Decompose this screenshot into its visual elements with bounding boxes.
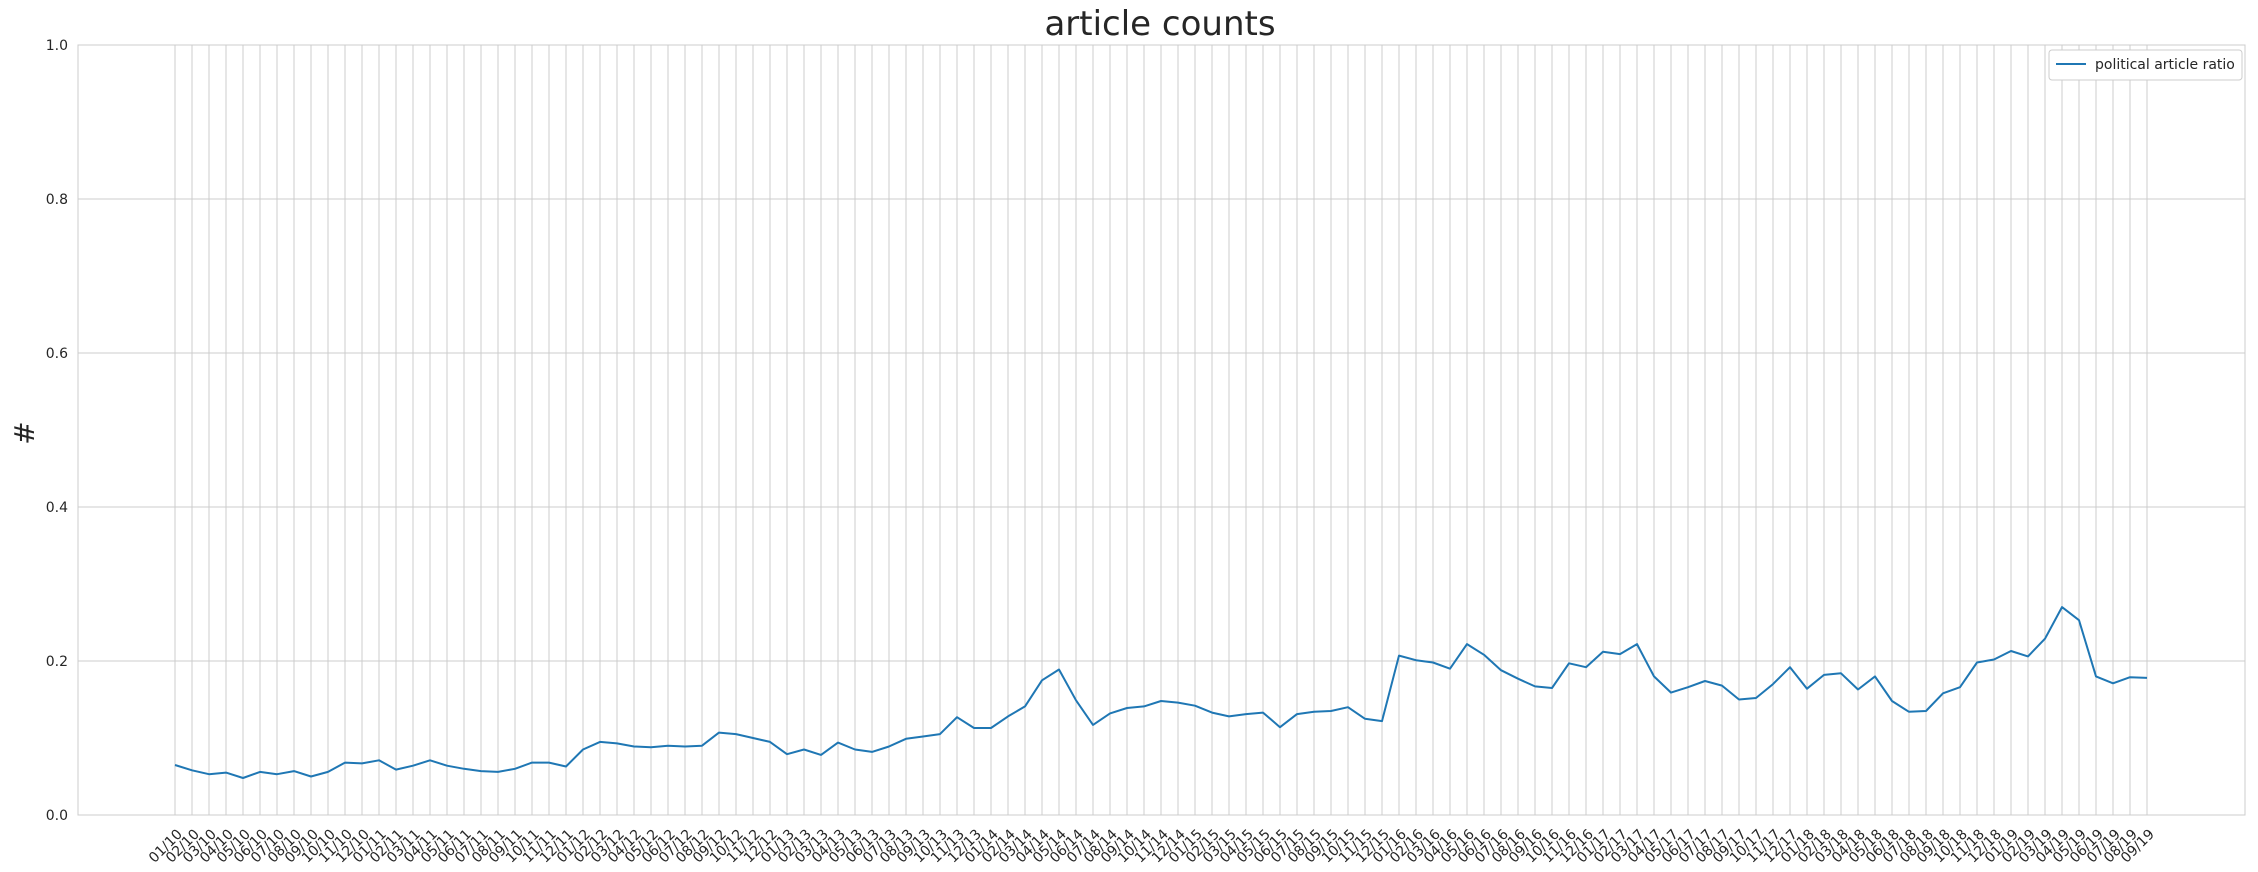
plot-area-border <box>77 44 2246 816</box>
plot-frame <box>77 44 2246 816</box>
y-tick-label: 0.4 <box>46 500 68 516</box>
y-tick-label: 1.0 <box>46 38 68 54</box>
y-tick-labels: 0.0 0.2 0.4 0.6 0.8 1.0 <box>46 38 68 824</box>
y-tick-label: 0.6 <box>46 346 68 362</box>
series-lines <box>174 606 2148 779</box>
legend-box <box>2048 49 2243 81</box>
y-tick-label: 0.0 <box>46 808 68 824</box>
y-tick-label: 0.2 <box>46 654 68 670</box>
y-axis-label: # <box>8 421 41 444</box>
series-line-political-article-ratio <box>174 606 2148 779</box>
legend-entry: political article ratio <box>2095 57 2235 73</box>
y-tick-label: 0.8 <box>46 192 68 208</box>
legend: political article ratio <box>2048 49 2243 81</box>
chart-title: article counts <box>1044 4 1275 44</box>
